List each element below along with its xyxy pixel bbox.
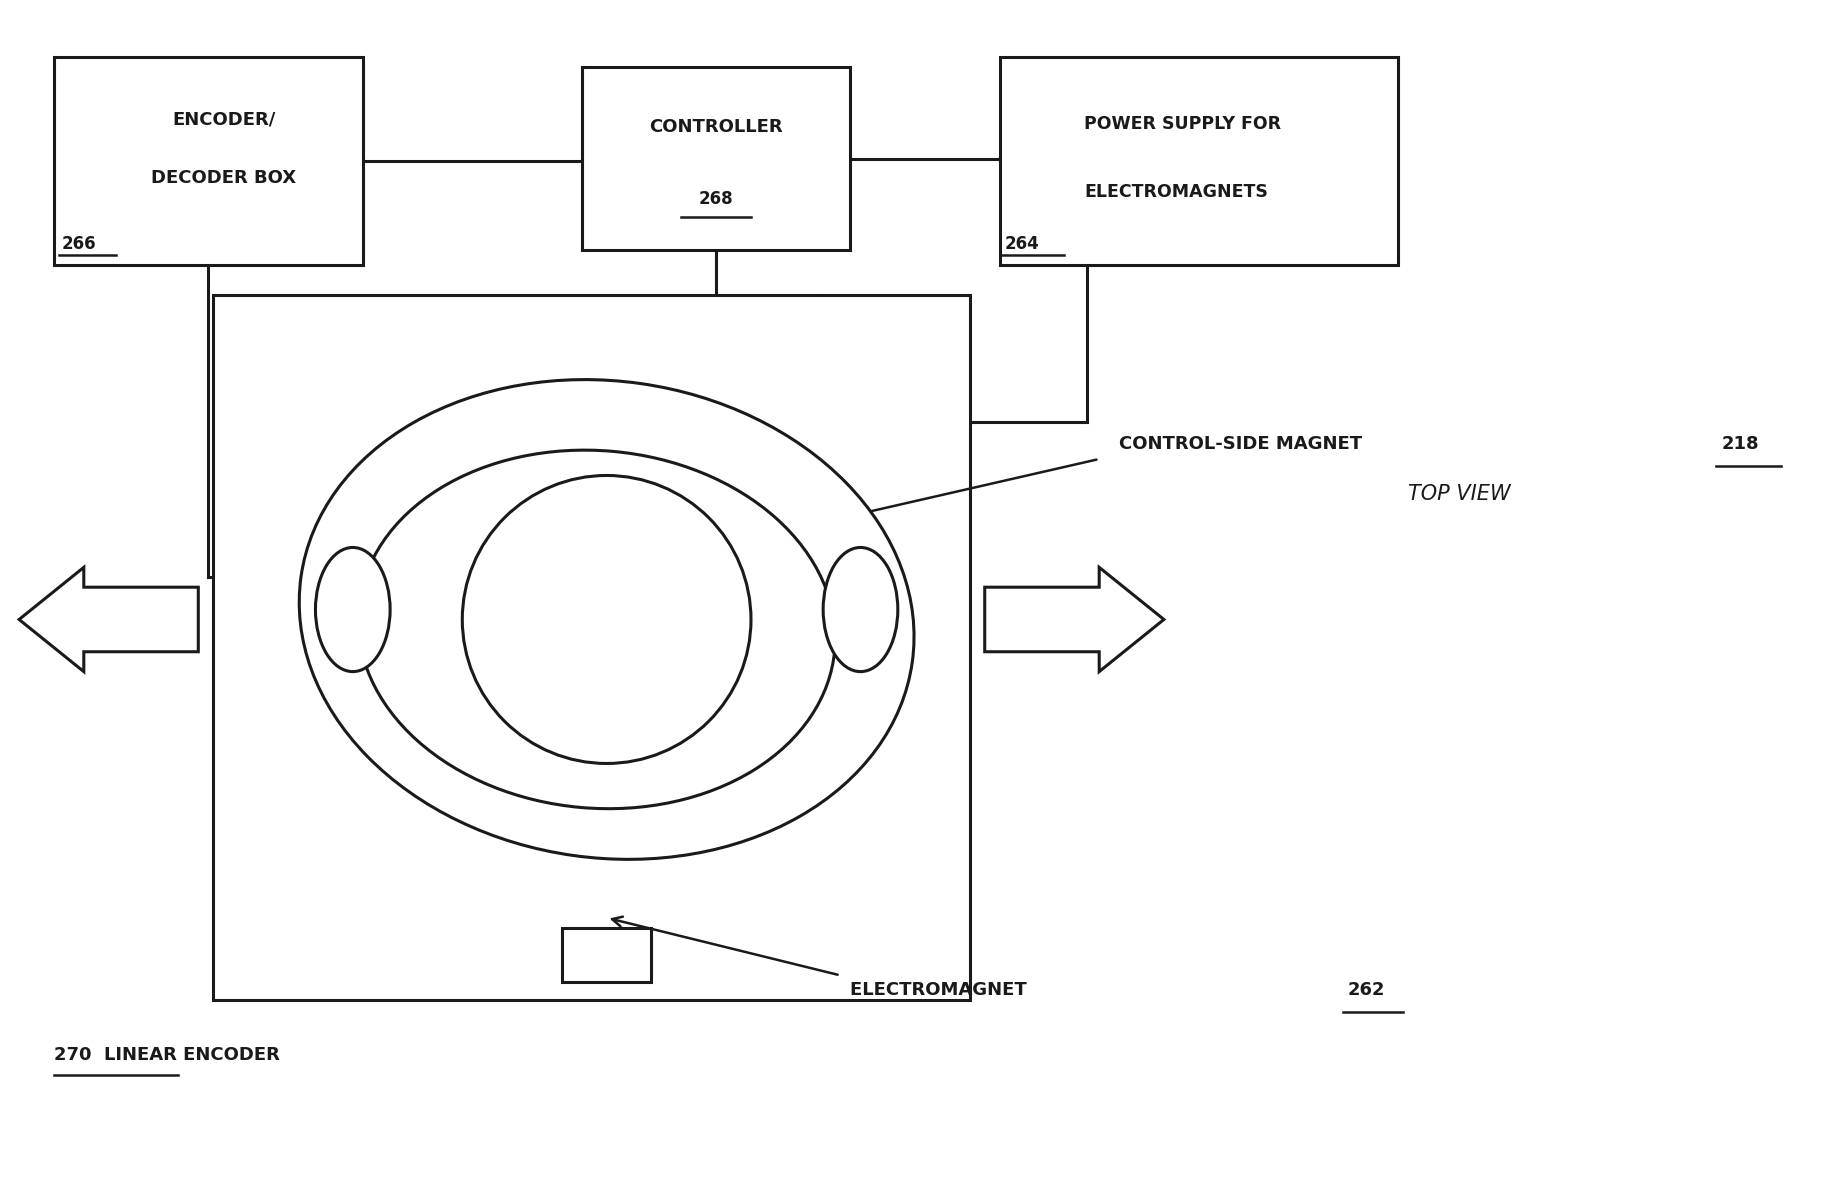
Ellipse shape	[358, 450, 835, 808]
Ellipse shape	[462, 475, 752, 764]
Text: POWER SUPPLY FOR: POWER SUPPLY FOR	[1084, 114, 1282, 132]
Bar	[999, 57, 1398, 266]
Text: ENCODER/: ENCODER/	[172, 111, 275, 129]
FancyArrow shape	[18, 568, 198, 671]
Text: 264: 264	[1005, 236, 1040, 254]
Text: CONTROLLER: CONTROLLER	[648, 118, 783, 136]
Ellipse shape	[316, 547, 390, 671]
Text: 262: 262	[1348, 982, 1385, 1000]
Text: CONTROL-SIDE MAGNET: CONTROL-SIDE MAGNET	[1119, 435, 1374, 454]
Text: ELECTROMAGNET: ELECTROMAGNET	[850, 982, 1040, 1000]
Bar	[561, 928, 652, 983]
Bar	[212, 295, 970, 1000]
Text: DECODER BOX: DECODER BOX	[151, 168, 296, 186]
FancyArrow shape	[984, 568, 1164, 671]
Ellipse shape	[299, 380, 914, 859]
Text: 270  LINEAR ENCODER: 270 LINEAR ENCODER	[54, 1045, 279, 1063]
Ellipse shape	[824, 547, 898, 671]
Bar	[54, 57, 362, 266]
Text: 268: 268	[698, 190, 733, 208]
Text: 266: 266	[63, 236, 96, 254]
Bar	[582, 66, 850, 250]
Text: ELECTROMAGNETS: ELECTROMAGNETS	[1084, 183, 1269, 201]
Text: TOP VIEW: TOP VIEW	[1407, 484, 1511, 504]
Text: 218: 218	[1721, 435, 1758, 454]
